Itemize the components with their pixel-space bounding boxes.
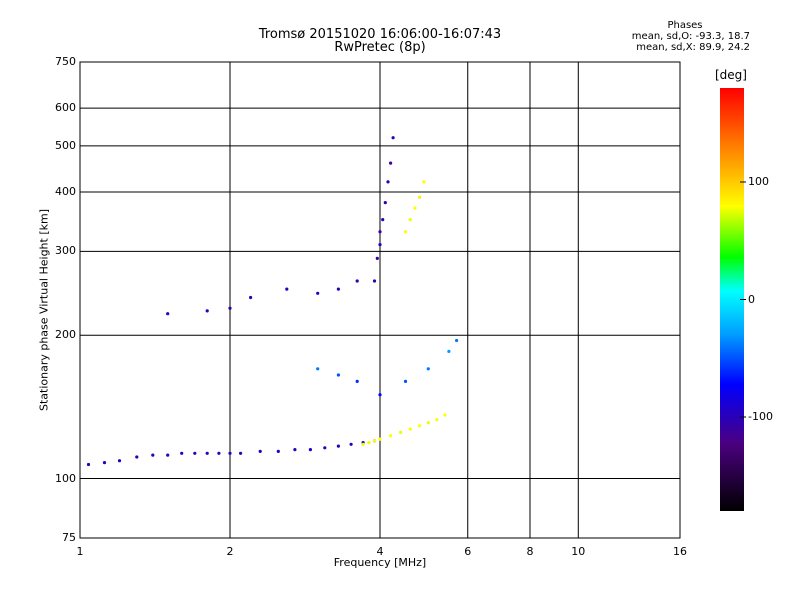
x-tick-label: 4 xyxy=(376,545,384,558)
data-point xyxy=(276,449,280,453)
data-point xyxy=(151,453,155,457)
colorbar-tick-label: 0 xyxy=(748,292,755,306)
data-point xyxy=(383,201,387,205)
plot-frame xyxy=(79,61,681,539)
data-point xyxy=(375,256,379,260)
chart-title: Tromsø 20151020 16:06:00-16:07:43 xyxy=(258,27,502,42)
x-tick-label: 2 xyxy=(226,545,234,558)
data-point xyxy=(422,180,426,184)
data-point xyxy=(205,309,209,313)
data-point xyxy=(443,413,447,417)
data-point xyxy=(293,448,297,452)
data-point xyxy=(426,367,430,371)
data-point xyxy=(381,218,385,222)
data-point xyxy=(316,367,320,371)
data-point xyxy=(435,418,439,422)
data-point xyxy=(455,338,459,343)
data-point xyxy=(249,295,253,300)
data-point xyxy=(413,206,417,210)
y-tick-label: 200 xyxy=(55,328,76,342)
x-tick-label: 8 xyxy=(526,545,534,558)
data-point xyxy=(408,218,412,222)
data-point xyxy=(205,451,209,455)
data-point xyxy=(135,455,139,459)
data-point xyxy=(378,230,382,234)
data-point xyxy=(355,379,359,383)
colorbar-tick-label: -100 xyxy=(748,410,773,423)
data-point xyxy=(355,279,359,283)
data-point xyxy=(166,312,170,316)
phase-stats-o: mean, sd,O: -93.3, 18.7 xyxy=(631,31,750,42)
data-point xyxy=(417,195,422,199)
data-point xyxy=(166,453,170,457)
x-tick-label: 1 xyxy=(76,545,84,558)
data-point xyxy=(117,459,122,463)
data-point xyxy=(378,243,382,247)
phase-stats: Phases mean, sd,O: -93.3, 18.7 mean, sd,… xyxy=(560,20,750,53)
x-tick-label: 16 xyxy=(673,545,687,558)
data-point xyxy=(447,349,451,353)
data-point xyxy=(285,287,289,291)
x-tick-label: 10 xyxy=(571,545,586,558)
data-point xyxy=(417,424,422,428)
data-point xyxy=(193,451,197,455)
data-point xyxy=(258,449,262,453)
y-tick-label: 300 xyxy=(55,244,76,258)
data-point xyxy=(239,451,243,455)
colorbar-ticks xyxy=(740,181,746,418)
y-tick-label: 750 xyxy=(55,55,76,68)
colorbar-tick-label: 100 xyxy=(748,175,769,188)
y-tick-label: 400 xyxy=(55,184,76,198)
x-tick-label: 6 xyxy=(464,545,472,558)
data-point xyxy=(403,230,408,234)
data-point xyxy=(391,136,395,140)
colorbar-unit: [deg] xyxy=(715,68,747,82)
data-point xyxy=(180,451,184,455)
data-point xyxy=(336,373,340,377)
data-point xyxy=(408,427,412,431)
data-point xyxy=(217,451,221,455)
data-point xyxy=(399,430,403,434)
data-point xyxy=(336,444,340,448)
data-point xyxy=(367,441,371,445)
x-axis-label: Frequency [MHz] xyxy=(333,556,427,569)
data-point xyxy=(361,442,365,446)
data-point xyxy=(228,306,232,310)
data-point xyxy=(336,287,340,291)
data-point xyxy=(389,161,393,165)
y-tick-label: 600 xyxy=(55,101,76,115)
data-point xyxy=(372,439,377,443)
data-point xyxy=(349,442,353,446)
data-point xyxy=(308,448,312,452)
data-point xyxy=(102,461,107,465)
phase-stats-title: Phases xyxy=(667,20,703,31)
scatter-points xyxy=(86,136,459,467)
data-point xyxy=(403,379,408,383)
y-tick-label: 75 xyxy=(62,531,76,544)
phase-stats-x: mean, sd,X: 89.9, 24.2 xyxy=(636,42,750,53)
chart-subtitle: RwPretec (8p) xyxy=(334,40,426,55)
data-point xyxy=(86,462,91,467)
data-point xyxy=(386,180,390,184)
data-point xyxy=(316,291,320,295)
data-point xyxy=(389,434,393,438)
data-point xyxy=(378,393,382,397)
data-point xyxy=(426,421,430,425)
data-point xyxy=(378,437,382,441)
y-axis-label: Stationary phase Virtual Height [km] xyxy=(37,208,51,412)
data-point xyxy=(323,446,327,450)
data-point xyxy=(372,279,377,283)
data-point xyxy=(228,451,232,455)
y-tick-label: 500 xyxy=(55,138,76,152)
y-tick-label: 100 xyxy=(55,471,76,485)
grid-lines xyxy=(80,62,680,538)
